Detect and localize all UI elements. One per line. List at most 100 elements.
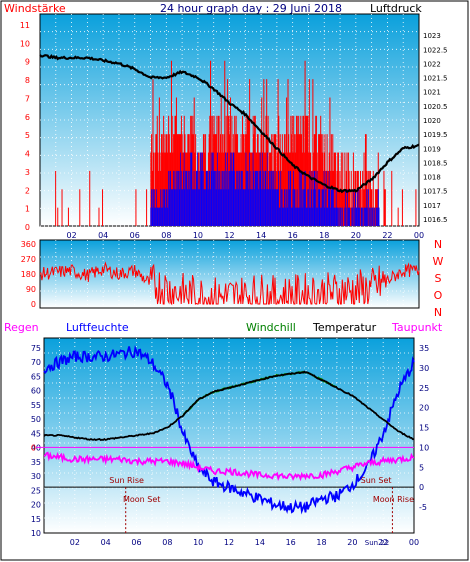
humidity-tick-label: 35	[31, 458, 41, 467]
x-tick-label: 10	[193, 231, 203, 240]
humidity-tick-label: 75	[31, 344, 41, 353]
left-tick-label: 11	[20, 21, 30, 30]
left-tick-label: 3	[25, 168, 30, 177]
temperature-tick-label: 5	[419, 463, 424, 472]
humidity-tick-label: 50	[31, 415, 41, 424]
humidity-tick-label: 70	[31, 358, 41, 367]
sun-rise-label: Sun Rise	[109, 476, 144, 485]
temperature-tick-label: 15	[419, 424, 429, 433]
right-tick-label: 1017	[423, 202, 441, 210]
panel1-title: 24 hour graph day : 29 Juni 2018	[160, 2, 342, 15]
direction-tick-label: 360	[21, 240, 36, 249]
direction-tick-label: 0	[31, 300, 36, 309]
temperature-line	[43, 370, 415, 441]
x-tick-label: 02	[70, 538, 80, 547]
left-tick-label: 7	[25, 94, 30, 103]
humidity-tick-label: 45	[31, 429, 41, 438]
x-tick-label: 02	[66, 231, 76, 240]
panel3-plot-bg	[43, 337, 415, 534]
right-tick-label: 1020.5	[423, 103, 448, 111]
panel1-series	[39, 53, 420, 226]
right-tick-label: 1022.5	[423, 46, 448, 54]
left-tick-label: 5	[25, 131, 30, 140]
legend-luftfeuchte: Luftfeuchte	[66, 321, 129, 334]
sun-set-label: Sun Set	[361, 476, 392, 485]
x-tick-label: 14	[256, 231, 266, 240]
panel2-left-axis: 360 270 180 90 0	[21, 240, 36, 309]
x-tick-label: 12	[224, 231, 234, 240]
temperature-tick-label: 35	[419, 344, 429, 353]
temperature-tick-label: 25	[419, 384, 429, 393]
direction-tick-label: 180	[21, 270, 36, 279]
humidity-tick-label: 55	[31, 401, 41, 410]
humidity-tick-label: 65	[31, 372, 41, 381]
panel1-right-axis: 1023 1022.5 1022 1021.5 1021 1020.5 1020 1019.5…	[423, 32, 448, 224]
moon-rise-label: Moon Rise	[373, 495, 414, 504]
x-tick-label: 08	[162, 538, 172, 547]
x-tick-label: 06	[131, 538, 141, 547]
compass-label: N	[434, 306, 442, 319]
humidity-tick-label: 10	[31, 529, 41, 538]
x-tick-label: 06	[130, 231, 140, 240]
x-tick-label: 16	[288, 231, 298, 240]
x-tick-label: 04	[98, 231, 108, 240]
x-tick-label: 18	[319, 231, 329, 240]
right-tick-label: 1016.5	[423, 216, 448, 224]
temperature-tick-label: 10	[419, 443, 429, 452]
right-tick-label: 1021.5	[423, 75, 448, 83]
left-tick-label: 9	[25, 58, 30, 67]
wind-direction-line	[40, 261, 420, 306]
legend-windchill: Windchill	[246, 321, 296, 334]
panel1-left-label: Windstärke	[4, 2, 66, 15]
x-tick-label: 16	[286, 538, 296, 547]
left-tick-label: 10	[20, 39, 30, 48]
x-tick-label: 20	[351, 231, 361, 240]
x-tick-label: 00	[409, 538, 419, 547]
x-tick-label: 22	[382, 231, 392, 240]
x-tick-label: 12	[224, 538, 234, 547]
panel3-series	[43, 345, 415, 515]
compass-label: S	[435, 272, 442, 285]
x-tick-extra-label: Sun 22	[365, 539, 389, 547]
legend-taupunkt: Taupunkt	[391, 321, 443, 334]
left-tick-label: 6	[25, 113, 30, 122]
panel3-right-axis: 35 30 25 20 15 10 5 0 -5	[419, 344, 429, 512]
panel1-x-axis: 02 04 06 08 10 12 14 16 18 20 22 00	[66, 231, 424, 240]
humidity-line	[43, 345, 415, 515]
legend-temperatur: Temperatur	[312, 321, 377, 334]
left-tick-label: 0	[25, 223, 30, 232]
left-tick-label: 2	[25, 186, 30, 195]
legend-regen: Regen	[4, 321, 39, 334]
right-tick-label: 1020	[423, 117, 441, 125]
temperature-tick-label: 30	[419, 364, 429, 373]
humidity-tick-label: 60	[31, 387, 41, 396]
humidity-tick-label: 25	[31, 486, 41, 495]
right-tick-label: 1021	[423, 89, 441, 97]
x-tick-label: 10	[193, 538, 203, 547]
panel2-series	[40, 261, 420, 306]
rain-zero-label: 0	[31, 443, 36, 452]
humidity-tick-label: 15	[31, 515, 41, 524]
humidity-tick-label: 20	[31, 501, 41, 510]
panel3-left-axis: 75 70 65 60 55 50 45 40 35 30 25 20 15 10	[31, 344, 41, 538]
right-tick-label: 1018	[423, 174, 441, 182]
x-tick-label: 04	[101, 538, 111, 547]
panel1-right-label: Luftdruck	[370, 2, 422, 15]
temperature-tick-label: -5	[419, 503, 427, 512]
pressure-line	[39, 53, 420, 194]
x-tick-label: 08	[161, 231, 171, 240]
compass-label: W	[433, 255, 444, 268]
moon-set-label: Moon Set	[123, 495, 160, 504]
panel3-x-axis: 02 04 06 08 10 12 14 16 18 20 22 00 Sun 22	[70, 538, 419, 547]
right-tick-label: 1023	[423, 32, 441, 40]
humidity-tick-label: 40	[31, 444, 41, 453]
left-tick-label: 4	[25, 150, 30, 159]
humidity-tick-label: 30	[31, 472, 41, 481]
right-tick-label: 1018.5	[423, 159, 448, 167]
x-tick-label: 20	[347, 538, 357, 547]
direction-tick-label: 90	[26, 285, 36, 294]
temperature-tick-label: 0	[419, 483, 424, 492]
x-tick-label: 22	[378, 538, 388, 547]
